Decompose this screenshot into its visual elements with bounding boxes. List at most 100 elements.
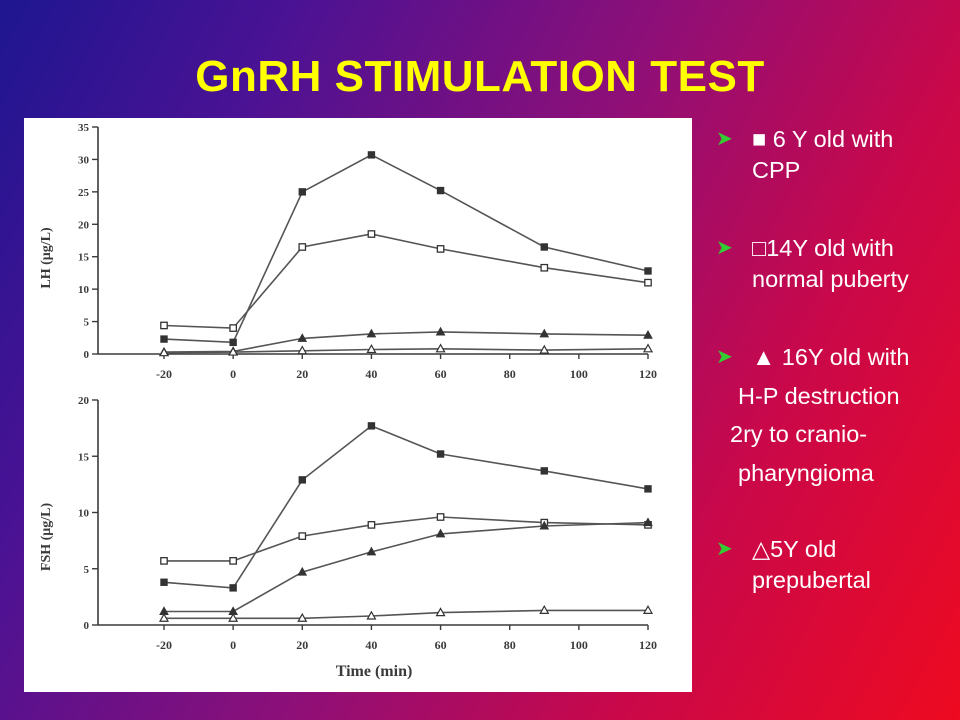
data-point — [367, 230, 376, 238]
y-tick-label: 15 — [78, 451, 90, 463]
data-point — [298, 188, 306, 196]
data-point — [160, 578, 168, 586]
arrow-bullet-icon: ➤ — [716, 237, 733, 259]
y-tick-label: 20 — [78, 395, 90, 407]
data-point — [436, 245, 445, 253]
arrow-bullet-icon: ➤ — [716, 346, 733, 368]
data-point — [366, 546, 377, 556]
data-point — [229, 557, 237, 565]
data-point — [367, 151, 376, 159]
data-point — [367, 422, 376, 430]
bullet-line: CPP — [752, 157, 801, 183]
y-tick-label: 10 — [78, 508, 90, 520]
data-point — [297, 345, 308, 355]
data-point — [366, 344, 377, 354]
y-tick-label: 5 — [84, 564, 90, 576]
bullet-line: △5Y old — [752, 536, 837, 562]
bullet-line: H-P destruction — [738, 382, 900, 409]
data-point — [642, 343, 654, 353]
x-axis-label: Time (min) — [336, 663, 413, 680]
bullet-line: prepubertal — [752, 567, 871, 593]
data-point — [228, 346, 239, 356]
slide-title: GnRH STIMULATION TEST — [195, 52, 765, 101]
x-tick-label: -20 — [156, 367, 172, 381]
data-point — [435, 343, 446, 353]
x-tick-label: 100 — [570, 638, 588, 652]
data-point — [158, 347, 170, 357]
x-tick-label: 100 — [570, 367, 588, 381]
y-tick-label: 20 — [78, 219, 90, 231]
bullet-line: □14Y old with — [752, 235, 894, 261]
data-point — [436, 513, 445, 521]
data-point — [539, 520, 550, 530]
x-tick-label: 60 — [435, 367, 447, 381]
y-axis-label: FSH (μg/L) — [39, 503, 54, 572]
y-tick-label: 0 — [84, 349, 90, 361]
series-line-square-open — [163, 233, 649, 329]
data-point — [160, 335, 168, 343]
x-tick-label: 80 — [504, 638, 516, 652]
chart-figure: 0 5 10 15 20 25 30 35 -20 0 20 40 60 80 100 120 LH (μg/L… — [24, 118, 692, 692]
data-point — [642, 604, 654, 614]
data-point — [435, 326, 446, 336]
data-point — [643, 517, 653, 527]
data-point — [644, 267, 652, 275]
data-point — [366, 328, 377, 338]
data-point — [539, 344, 550, 354]
bullet-line: ▲ 16Y old with — [752, 344, 910, 370]
data-point — [297, 333, 308, 342]
x-tick-label: 0 — [230, 638, 236, 652]
data-point — [539, 328, 550, 338]
data-point — [436, 186, 445, 195]
x-tick-label: -20 — [156, 638, 172, 652]
data-point — [160, 557, 168, 565]
data-point — [644, 278, 652, 287]
data-point — [229, 584, 237, 592]
series-line-triangle-filled — [164, 521, 649, 613]
data-point — [436, 450, 445, 458]
data-point — [644, 485, 652, 493]
data-point — [540, 243, 548, 251]
x-tick-label: 120 — [639, 638, 657, 652]
x-tick-label: 120 — [639, 367, 657, 381]
x-tick-label: 0 — [230, 367, 236, 381]
data-point — [435, 528, 446, 538]
data-point — [228, 612, 239, 622]
data-point — [643, 329, 653, 339]
x-tick-label: 20 — [296, 638, 308, 652]
series-line-square-filled — [163, 153, 649, 344]
y-axis-label: LH (μg/L) — [39, 227, 54, 289]
bullet-line: normal puberty — [752, 266, 909, 292]
y-tick-label: 15 — [78, 252, 90, 264]
y-tick-label: 10 — [78, 284, 90, 296]
x-tick-label: 40 — [365, 367, 377, 381]
data-point — [297, 566, 308, 576]
bullet-line: pharyngioma — [738, 459, 874, 486]
x-tick-label: 80 — [504, 367, 516, 381]
data-point — [298, 476, 306, 484]
data-point — [435, 607, 446, 617]
data-point — [297, 612, 308, 622]
data-point — [160, 321, 168, 330]
data-point — [229, 324, 237, 332]
y-tick-label: 30 — [78, 154, 90, 166]
x-tick-label: 40 — [365, 638, 377, 652]
x-tick-label: 20 — [296, 367, 308, 381]
y-tick-label: 35 — [78, 122, 90, 134]
data-point — [366, 610, 377, 620]
bullet-line: ■ 6 Y old with — [752, 126, 894, 152]
y-tick-label: 25 — [78, 187, 90, 199]
y-tick-label: 0 — [84, 620, 90, 632]
x-tick-label: 60 — [435, 638, 447, 652]
arrow-bullet-icon: ➤ — [716, 538, 733, 560]
data-point — [298, 243, 307, 251]
series-line-square-open — [164, 516, 649, 562]
data-point — [367, 521, 376, 529]
data-point — [158, 612, 170, 622]
data-point — [539, 604, 550, 614]
data-point — [540, 467, 548, 475]
y-tick-label: 5 — [84, 317, 90, 329]
arrow-bullet-icon: ➤ — [716, 128, 733, 150]
data-point — [298, 532, 307, 540]
